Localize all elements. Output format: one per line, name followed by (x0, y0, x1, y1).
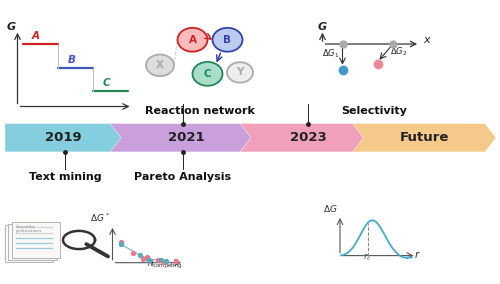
Polygon shape (5, 124, 134, 152)
Text: A: A (32, 31, 40, 41)
Text: G: G (318, 22, 326, 32)
Text: $\Delta G$: $\Delta G$ (324, 203, 338, 214)
Text: $N_{\rm competing}$: $N_{\rm competing}$ (147, 258, 182, 272)
Text: B: B (68, 55, 76, 65)
Text: Pareto Analysis: Pareto Analysis (134, 172, 231, 182)
Text: 2021: 2021 (168, 131, 205, 144)
Text: Reaction network: Reaction network (145, 106, 255, 116)
Text: C: C (102, 78, 110, 88)
Text: C: C (204, 69, 212, 79)
Ellipse shape (178, 28, 208, 52)
Text: $\Delta G_2$: $\Delta G_2$ (390, 45, 407, 58)
Ellipse shape (227, 62, 253, 83)
Text: $\Delta G^*$: $\Delta G^*$ (90, 212, 110, 224)
FancyBboxPatch shape (4, 225, 53, 262)
Text: 2019: 2019 (46, 131, 82, 144)
Text: $\Delta G_1$: $\Delta G_1$ (322, 47, 340, 60)
Text: Future: Future (400, 131, 449, 144)
Text: G: G (6, 22, 16, 32)
Text: Text mining: Text mining (28, 172, 102, 182)
Ellipse shape (212, 28, 242, 52)
Text: B: B (224, 35, 232, 45)
Text: x: x (424, 36, 430, 45)
Text: Scientific
publications: Scientific publications (16, 225, 42, 233)
Polygon shape (240, 124, 376, 152)
Text: Selectivity: Selectivity (341, 106, 407, 116)
FancyBboxPatch shape (8, 224, 56, 260)
Text: $r$: $r$ (414, 249, 421, 260)
Polygon shape (352, 124, 496, 152)
Text: 2023: 2023 (290, 131, 327, 144)
Ellipse shape (146, 55, 174, 76)
Text: A: A (188, 35, 196, 45)
Text: $r_c$: $r_c$ (363, 252, 372, 263)
Ellipse shape (192, 62, 222, 86)
Polygon shape (110, 124, 264, 152)
Text: Y: Y (236, 67, 244, 78)
FancyBboxPatch shape (12, 222, 60, 258)
Text: X: X (156, 60, 164, 70)
